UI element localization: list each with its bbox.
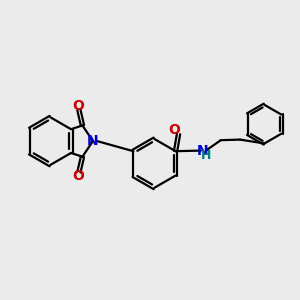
Text: O: O [72, 169, 84, 183]
Text: O: O [72, 99, 84, 113]
Text: N: N [196, 144, 208, 158]
Text: H: H [201, 149, 212, 162]
Text: O: O [168, 123, 180, 137]
Text: N: N [87, 134, 99, 148]
